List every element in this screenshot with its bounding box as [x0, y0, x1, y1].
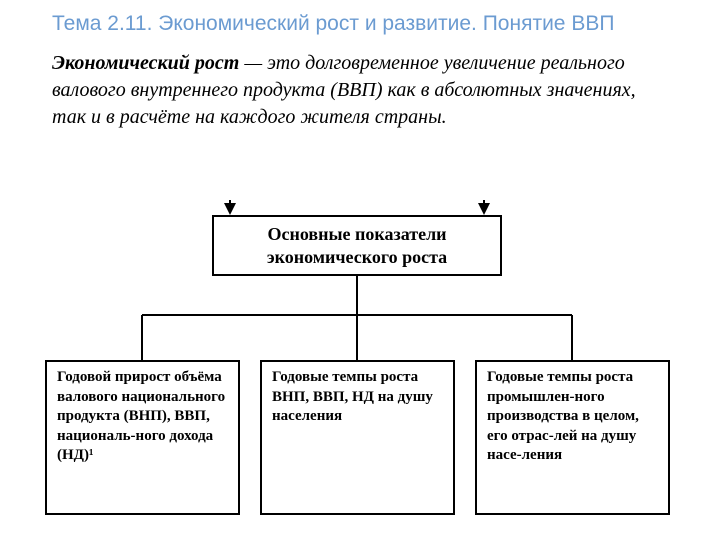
- main-node: Основные показатели экономического роста: [212, 215, 502, 276]
- page-heading: Тема 2.11. Экономический рост и развитие…: [52, 12, 700, 36]
- definition-text: Экономический рост — это долговременное …: [52, 50, 670, 131]
- child-node-3: Годовые темпы роста промышлен-ного произ…: [475, 360, 670, 515]
- child-node-2: Годовые темпы роста ВНП, ВВП, НД на душу…: [260, 360, 455, 515]
- hierarchy-diagram: Основные показатели экономического роста…: [35, 200, 680, 530]
- definition-term: Экономический рост: [52, 52, 239, 74]
- child-node-1: Годовой прирост объёма валового национал…: [45, 360, 240, 515]
